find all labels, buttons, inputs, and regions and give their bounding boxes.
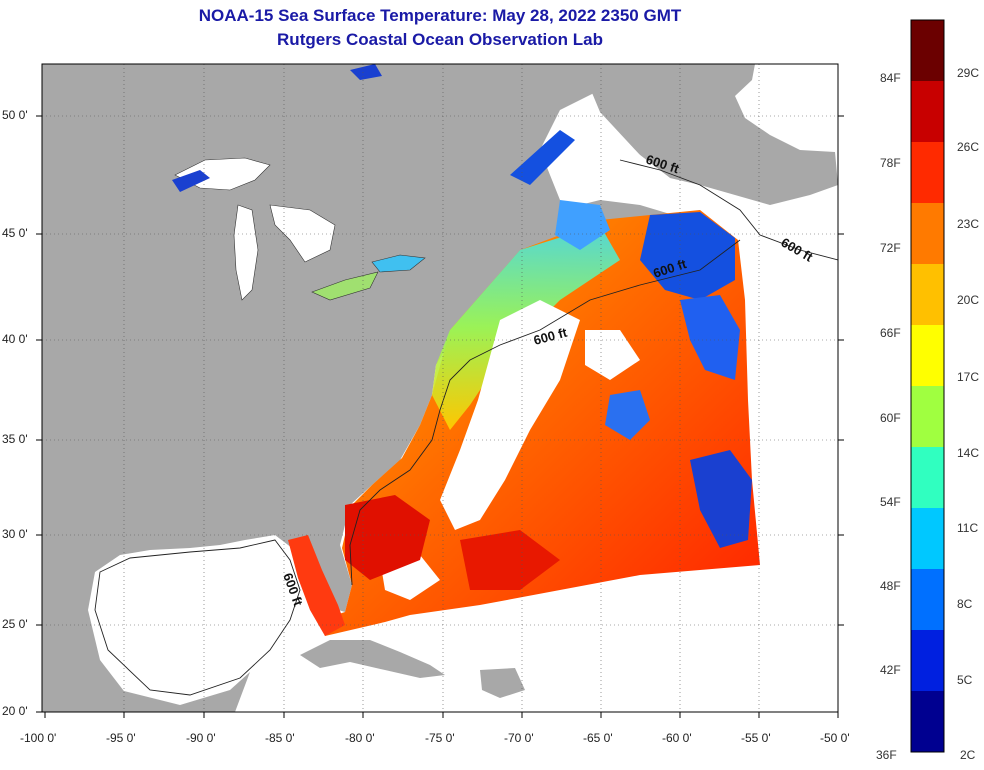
longitude-label: -100 0' xyxy=(20,731,57,745)
latitude-label: 25 0' xyxy=(2,617,28,631)
colorbar-celsius-label: 11C xyxy=(957,521,979,535)
colorbar-celsius-label: 29C xyxy=(957,66,980,80)
cuba-land xyxy=(300,640,445,678)
longitude-label: -80 0' xyxy=(345,731,375,745)
lake-huron xyxy=(269,204,336,263)
colorbar-celsius-label: 17C xyxy=(957,370,980,384)
mexico-land xyxy=(42,560,250,712)
colorbar-fahrenheit-label: 84F xyxy=(880,71,901,85)
latitude-label: 30 0' xyxy=(2,527,28,541)
lake-ontario xyxy=(371,254,426,273)
colorbar-fahrenheit-label: 60F xyxy=(880,411,901,425)
cool-sst-patch xyxy=(510,130,575,185)
cool-sst-patch xyxy=(555,200,610,250)
colorbar-celsius-label: 2C xyxy=(960,748,976,762)
longitude-label: -70 0' xyxy=(504,731,534,745)
longitude-label: -65 0' xyxy=(583,731,613,745)
lake-michigan xyxy=(233,204,259,301)
longitude-label: -50 0' xyxy=(820,731,850,745)
map-frame xyxy=(41,63,839,713)
canada-east-land xyxy=(580,64,838,205)
cool-sst-patch xyxy=(350,64,382,80)
colorbar-fahrenheit-label: 48F xyxy=(880,579,901,593)
latitude-label: 35 0' xyxy=(2,432,28,446)
cool-sst-patch xyxy=(640,212,735,300)
map-title: NOAA-15 Sea Surface Temperature: May 28,… xyxy=(198,6,682,25)
colorbar-fahrenheit-label: 36F xyxy=(876,748,897,762)
map-subtitle: Rutgers Coastal Ocean Observation Lab xyxy=(277,30,603,49)
longitude-label: -90 0' xyxy=(186,731,216,745)
cool-sst-patch xyxy=(690,450,752,548)
depth-contour xyxy=(619,159,838,261)
latitude-label: 45 0' xyxy=(2,226,28,240)
cloud-patch xyxy=(585,330,640,380)
cool-sst-patch xyxy=(605,390,650,440)
cloud-patch xyxy=(440,300,580,530)
warm-sst-patch xyxy=(460,530,560,590)
colorbar-celsius-label: 20C xyxy=(957,293,980,307)
colorbar-fahrenheit-label: 42F xyxy=(880,663,901,677)
longitude-label: -75 0' xyxy=(425,731,455,745)
longitude-label: -85 0' xyxy=(265,731,295,745)
cool-sst-patch xyxy=(680,295,740,380)
north-america-land xyxy=(42,64,600,712)
latitude-label: 40 0' xyxy=(2,332,28,346)
sst-florida-west xyxy=(288,535,345,636)
colorbar-celsius-label: 23C xyxy=(957,217,980,231)
sst-swath-warm xyxy=(320,210,760,636)
st-lawrence-water xyxy=(560,110,670,190)
colorbar-celsius-label: 14C xyxy=(957,446,980,460)
lake-erie xyxy=(311,271,379,301)
depth-contour xyxy=(94,539,301,696)
cool-sst-patch xyxy=(172,170,210,192)
colorbar-fahrenheit-label: 72F xyxy=(880,241,901,255)
hispaniola-land xyxy=(480,668,525,698)
longitude-label: -95 0' xyxy=(106,731,136,745)
colorbar-celsius-label: 5C xyxy=(957,673,973,687)
longitude-label: -55 0' xyxy=(741,731,771,745)
colorbar-fahrenheit-label: 54F xyxy=(880,495,901,509)
latitude-label: 20 0' xyxy=(2,704,28,718)
colorbar xyxy=(910,19,945,753)
depth-contour xyxy=(349,239,741,586)
colorbar-fahrenheit-label: 66F xyxy=(880,326,901,340)
latitude-label: 50 0' xyxy=(2,108,28,122)
colorbar-fahrenheit-label: 78F xyxy=(880,156,901,170)
longitude-label: -60 0' xyxy=(662,731,692,745)
colorbar-celsius-label: 26C xyxy=(957,140,980,154)
colorbar-celsius-label: 8C xyxy=(957,597,973,611)
warm-sst-patch xyxy=(345,495,430,580)
